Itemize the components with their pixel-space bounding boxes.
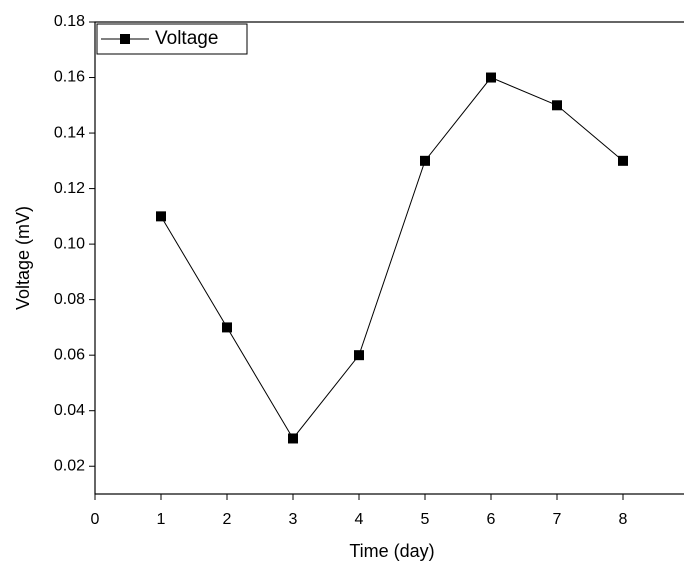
x-tick-label: 3 [289, 511, 298, 528]
x-axis-title: Time (day) [349, 541, 434, 561]
x-tick-label: 8 [619, 511, 628, 528]
series-line [160, 76, 624, 440]
data-point [486, 72, 496, 83]
x-tick-label: 4 [355, 511, 364, 528]
y-axis-title: Voltage (mV) [13, 206, 33, 310]
data-point [618, 155, 628, 166]
x-tick-label: 5 [421, 511, 430, 528]
y-tick-label: 0.02 [54, 457, 85, 474]
data-point [354, 350, 364, 361]
y-tick-label: 0.14 [54, 124, 85, 141]
y-tick-label: 0.18 [54, 13, 85, 30]
data-point [420, 155, 430, 166]
data-point [552, 100, 562, 111]
x-tick-label: 7 [553, 511, 562, 528]
plot-frame [94, 21, 684, 495]
y-tick-label: 0.16 [54, 69, 85, 86]
x-tick-label: 1 [157, 511, 166, 528]
legend-marker [120, 34, 130, 44]
data-point [222, 322, 232, 333]
x-tick-label: 2 [223, 511, 232, 528]
x-tick-label: 6 [487, 511, 496, 528]
y-tick-label: 0.10 [54, 235, 85, 252]
y-tick-label: 0.08 [54, 291, 85, 308]
data-point [156, 211, 166, 222]
y-tick-label: 0.12 [54, 180, 85, 197]
y-tick-label: 0.06 [54, 346, 85, 363]
legend-label: Voltage [155, 28, 218, 49]
data-point [288, 433, 298, 444]
x-tick-label: 0 [91, 511, 100, 528]
legend-box [96, 23, 248, 55]
y-tick-label: 0.04 [54, 402, 85, 419]
